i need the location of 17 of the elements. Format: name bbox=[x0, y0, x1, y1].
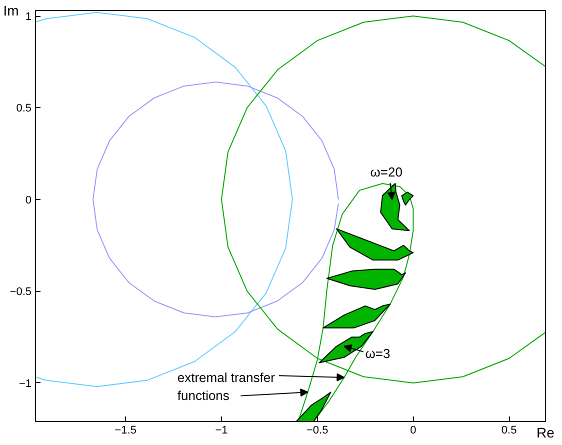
y-tick-label: 1 bbox=[25, 11, 32, 24]
y-tick-label: −0.5 bbox=[10, 286, 32, 298]
y-tick-label: 0 bbox=[25, 194, 32, 206]
x-tick-label: 0.5 bbox=[501, 424, 517, 436]
annotation: ω=20 bbox=[370, 164, 402, 180]
annotation: ω=3 bbox=[365, 346, 390, 362]
y-tick-label: −1 bbox=[18, 378, 32, 390]
x-tick-label: −1 bbox=[215, 424, 228, 436]
annotation: extremal transfer functions bbox=[177, 370, 276, 404]
x-tick-label: 0 bbox=[410, 424, 416, 436]
line-series bbox=[92, 82, 339, 318]
x-tick-label: −0.5 bbox=[306, 424, 328, 436]
y-tick-label: 0.5 bbox=[16, 102, 32, 115]
x-tick-label: −1.5 bbox=[114, 424, 136, 436]
y-axis-title: Im bbox=[3, 2, 19, 18]
x-axis-title: Re bbox=[536, 424, 555, 440]
line-series bbox=[36, 12, 293, 388]
